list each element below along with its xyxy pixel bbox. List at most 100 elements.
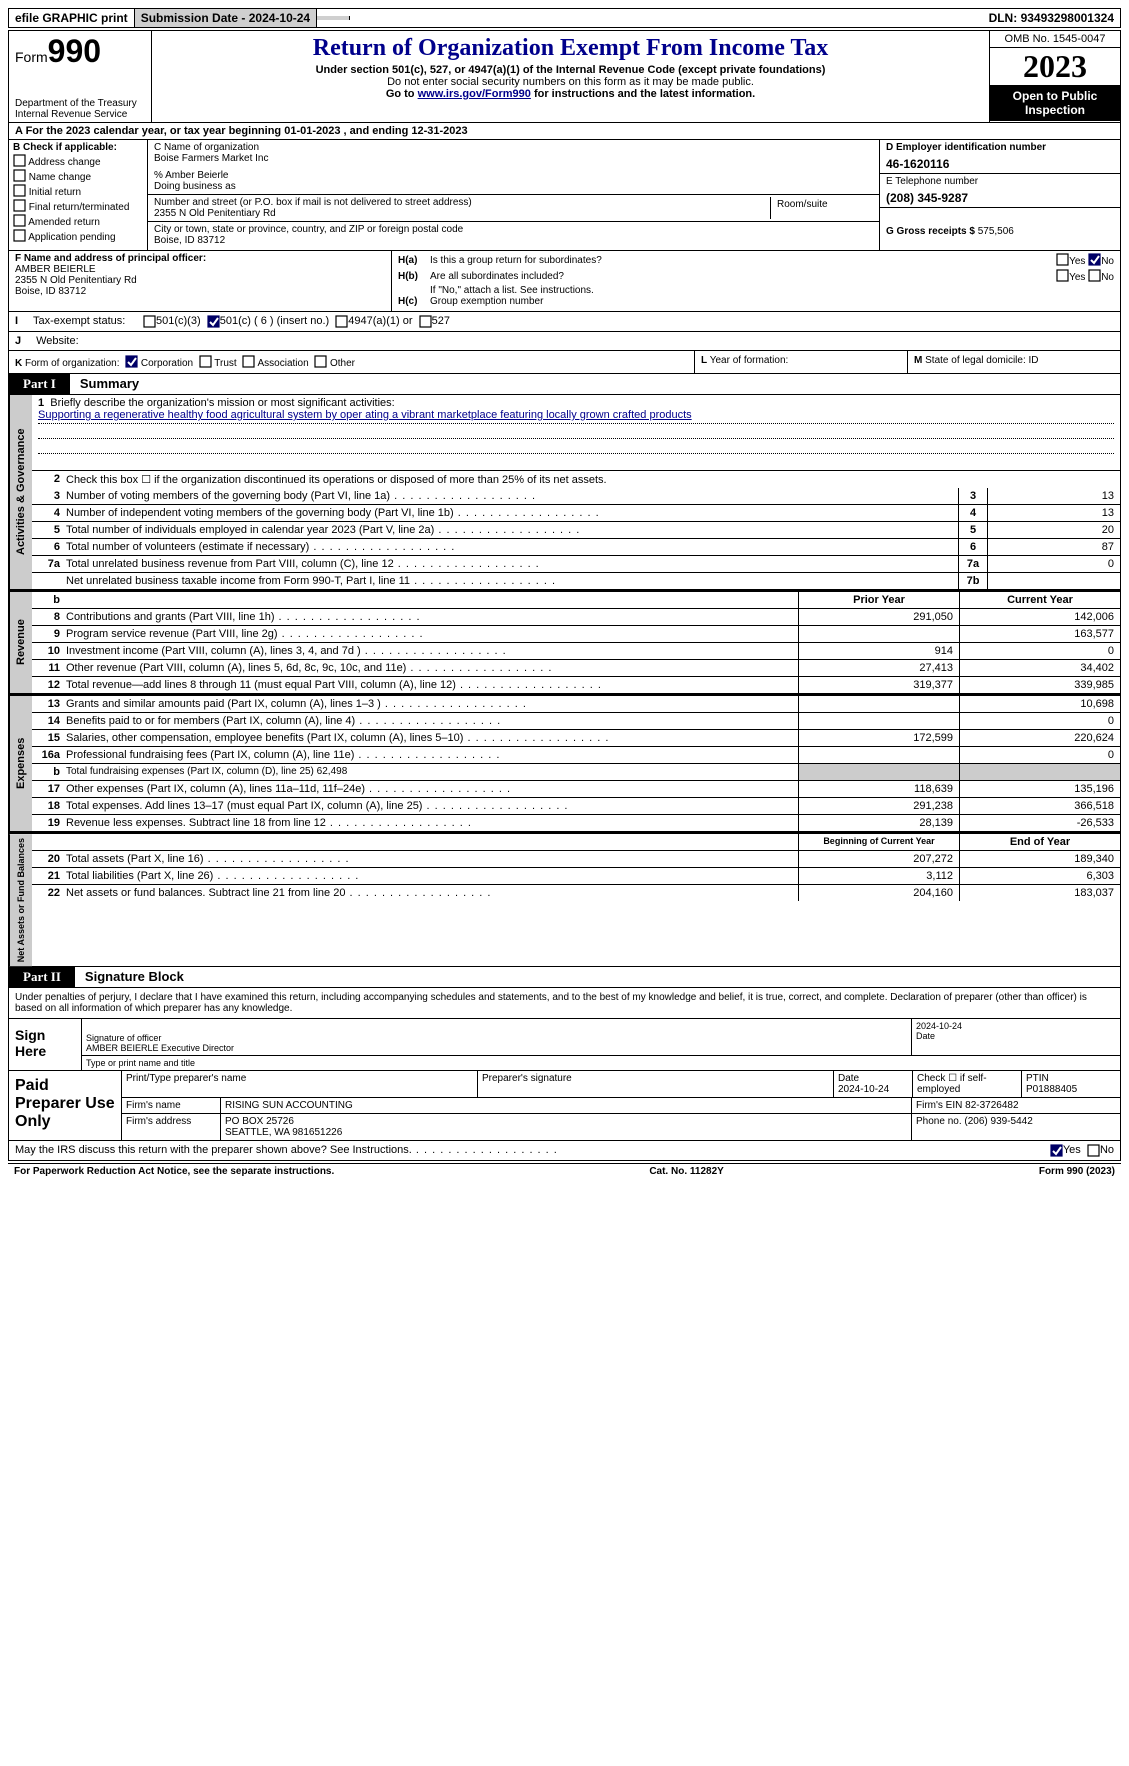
checkbox-icon[interactable] — [199, 355, 212, 368]
mission-block: 1 Briefly describe the organization's mi… — [32, 395, 1120, 471]
firm-name: RISING SUN ACCOUNTING — [221, 1098, 912, 1113]
row-f-h: F Name and address of principal officer:… — [8, 251, 1121, 312]
date-label: Date — [916, 1031, 1116, 1041]
net-assets-section: Net Assets or Fund Balances Beginning of… — [8, 832, 1121, 967]
part1-tab: Part I — [9, 374, 70, 394]
checkbox-icon[interactable] — [13, 184, 26, 197]
vtab-revenue: Revenue — [9, 592, 32, 693]
officer-city: Boise, ID 83712 — [15, 286, 385, 297]
part2-title: Signature Block — [75, 967, 194, 987]
expense-row: 19Revenue less expenses. Subtract line 1… — [32, 815, 1120, 831]
org-name: Boise Farmers Market Inc — [154, 153, 873, 164]
checkbox-icon[interactable] — [314, 355, 327, 368]
row-i: I Tax-exempt status: 501(c)(3) 501(c) ( … — [8, 312, 1121, 332]
checkbox-icon[interactable] — [335, 315, 348, 328]
checkbox-icon[interactable] — [1087, 1144, 1100, 1157]
checkbox-icon[interactable] — [1056, 269, 1069, 282]
department-label: Department of the Treasury Internal Reve… — [15, 98, 145, 120]
firm-addr2: SEATTLE, WA 981651226 — [225, 1127, 907, 1138]
box-k: K Form of organization: Corporation Trus… — [9, 351, 695, 373]
net-row: 20Total assets (Part X, line 16)207,2721… — [32, 851, 1120, 868]
gross-receipts: 575,506 — [978, 226, 1014, 237]
header-left: Form990 Department of the Treasury Inter… — [9, 31, 152, 122]
discuss-row: May the IRS discuss this return with the… — [8, 1141, 1121, 1161]
city-row: City or town, state or province, country… — [148, 222, 879, 248]
box-f: F Name and address of principal officer:… — [9, 251, 392, 311]
irs-link[interactable]: www.irs.gov/Form990 — [418, 88, 531, 100]
box-b: B Check if applicable: Address change Na… — [9, 140, 148, 250]
revenue-row: 10Investment income (Part VIII, column (… — [32, 643, 1120, 660]
footer-right: Form 990 (2023) — [1039, 1166, 1115, 1177]
gov-row: Net unrelated business taxable income fr… — [32, 573, 1120, 589]
gov-row: 7aTotal unrelated business revenue from … — [32, 556, 1120, 573]
checkbox-icon[interactable] — [1088, 269, 1101, 282]
dba-label: Doing business as — [154, 181, 873, 192]
gov-row: 4Number of independent voting members of… — [32, 505, 1120, 522]
form-title: Return of Organization Exempt From Incom… — [158, 35, 983, 62]
signature-date: 2024-10-24 — [916, 1021, 1116, 1031]
boxes-d-e-g: D Employer identification number 46-1620… — [879, 140, 1120, 250]
checkbox-icon[interactable] — [242, 355, 255, 368]
checkbox-checked-icon[interactable] — [1088, 253, 1101, 266]
prep-date: 2024-10-24 — [838, 1084, 908, 1095]
header-middle: Return of Organization Exempt From Incom… — [152, 31, 990, 122]
checkbox-icon[interactable] — [13, 214, 26, 227]
ein-value: 46-1620116 — [886, 153, 1114, 171]
firm-ein: 82-3726482 — [965, 1100, 1018, 1111]
vtab-activities: Activities & Governance — [9, 395, 32, 589]
revenue-row: 9Program service revenue (Part VIII, lin… — [32, 626, 1120, 643]
vtab-net-assets: Net Assets or Fund Balances — [9, 834, 32, 966]
box-l: L Year of formation: — [695, 351, 908, 373]
signature-declaration: Under penalties of perjury, I declare th… — [8, 988, 1121, 1019]
header-right: OMB No. 1545-0047 2023 Open to Public In… — [990, 31, 1120, 122]
street-row: Number and street (or P.O. box if mail i… — [148, 195, 879, 222]
type-print-label: Type or print name and title — [82, 1056, 1120, 1070]
box-g: G Gross receipts $ 575,506 — [880, 208, 1120, 250]
vtab-expenses: Expenses — [9, 696, 32, 831]
checkbox-icon[interactable] — [143, 315, 156, 328]
gov-row: 3Number of voting members of the governi… — [32, 488, 1120, 505]
ptin-value: P01888405 — [1026, 1084, 1116, 1095]
officer-signature: AMBER BEIERLE Executive Director — [86, 1043, 907, 1053]
prep-sig-header: Preparer's signature — [478, 1071, 834, 1097]
footer-left: For Paperwork Reduction Act Notice, see … — [14, 1166, 334, 1177]
checkbox-icon[interactable] — [1056, 253, 1069, 266]
expense-row: 16aProfessional fundraising fees (Part I… — [32, 747, 1120, 764]
tax-year: 2023 — [990, 48, 1120, 85]
part2-tab: Part II — [9, 967, 75, 987]
mission-text: Supporting a regenerative healthy food a… — [38, 409, 1114, 424]
expenses-section: Expenses 13Grants and similar amounts pa… — [8, 694, 1121, 832]
checkbox-checked-icon[interactable] — [125, 355, 138, 368]
begin-year-header: Beginning of Current Year — [798, 834, 959, 850]
checkbox-checked-icon[interactable] — [1050, 1144, 1063, 1157]
sig-of-officer-label: Signature of officer — [86, 1033, 907, 1043]
ssn-note: Do not enter social security numbers on … — [158, 76, 983, 88]
expense-row: 13Grants and similar amounts paid (Part … — [32, 696, 1120, 713]
city-label: City or town, state or province, country… — [154, 224, 873, 235]
officer-name: AMBER BEIERLE — [15, 264, 385, 275]
checkbox-icon[interactable] — [13, 154, 26, 167]
form-header: Form990 Department of the Treasury Inter… — [8, 30, 1121, 123]
revenue-row: 12Total revenue—add lines 8 through 11 (… — [32, 677, 1120, 693]
expense-row: bTotal fundraising expenses (Part IX, co… — [32, 764, 1120, 781]
omb-number: OMB No. 1545-0047 — [990, 31, 1120, 48]
checkbox-icon[interactable] — [13, 169, 26, 182]
top-bar: efile GRAPHIC print Submission Date - 20… — [8, 8, 1121, 28]
end-year-header: End of Year — [959, 834, 1120, 850]
revenue-row: 11Other revenue (Part VIII, column (A), … — [32, 660, 1120, 677]
checkbox-icon[interactable] — [13, 229, 26, 242]
sign-here-block: Sign Here Signature of officer AMBER BEI… — [8, 1019, 1121, 1071]
form-subtitle: Under section 501(c), 527, or 4947(a)(1)… — [158, 64, 983, 76]
section-b-through-g: B Check if applicable: Address change Na… — [8, 140, 1121, 251]
checkbox-icon[interactable] — [13, 199, 26, 212]
part1-header: Part I Summary — [8, 374, 1121, 395]
firm-addr1: PO BOX 25726 — [225, 1116, 907, 1127]
checkbox-icon[interactable] — [419, 315, 432, 328]
gov-row: 2Check this box ☐ if the organization di… — [32, 471, 1120, 488]
row-a-tax-year: A For the 2023 calendar year, or tax yea… — [8, 123, 1121, 140]
submission-date: Submission Date - 2024-10-24 — [135, 9, 317, 27]
checkbox-checked-icon[interactable] — [207, 315, 220, 328]
revenue-section: Revenue b Prior Year Current Year 8Contr… — [8, 590, 1121, 694]
dln: DLN: 93493298001324 — [983, 9, 1120, 27]
hb-note: If "No," attach a list. See instructions… — [398, 285, 1114, 296]
